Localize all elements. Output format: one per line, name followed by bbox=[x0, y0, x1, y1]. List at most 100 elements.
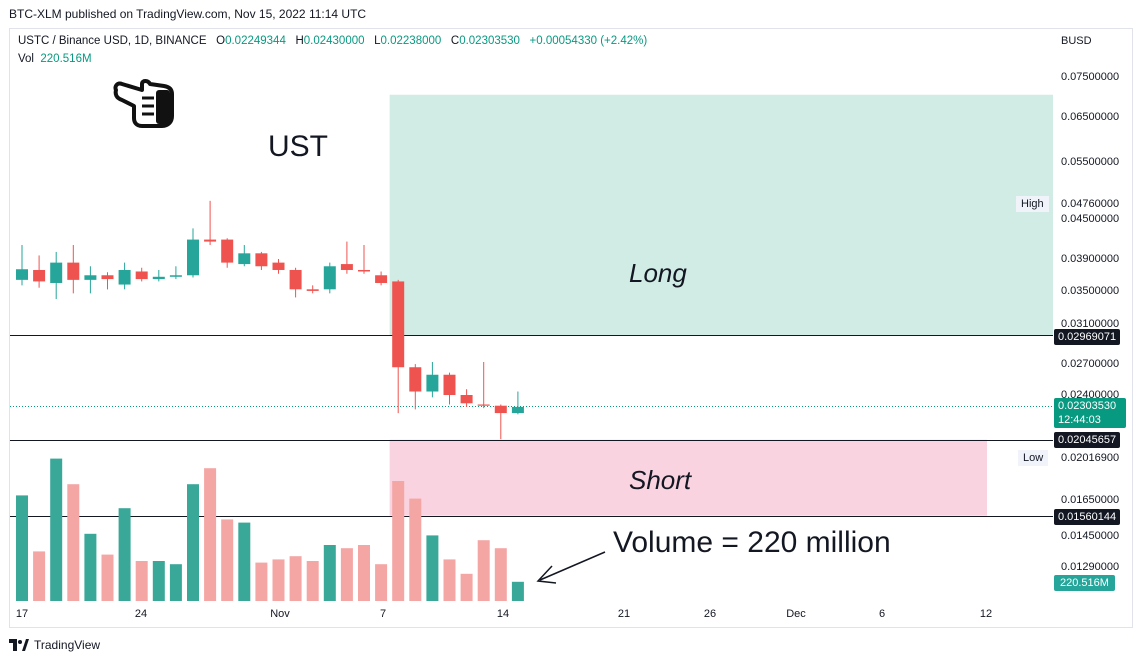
volume-bar bbox=[204, 468, 217, 601]
candle-body bbox=[272, 262, 285, 270]
candle-body bbox=[204, 239, 217, 242]
short-zone bbox=[389, 439, 987, 516]
volume-bar bbox=[152, 561, 165, 601]
candle-body bbox=[221, 239, 234, 263]
volume-bar bbox=[16, 495, 28, 601]
candle-body bbox=[340, 264, 353, 270]
price-tick: 0.03500000 bbox=[1061, 285, 1120, 297]
footer-brand[interactable]: TradingView bbox=[34, 638, 101, 652]
volume-bar bbox=[101, 554, 114, 601]
arrow-shaft bbox=[539, 551, 606, 581]
volume-bar bbox=[289, 556, 302, 601]
candle-body bbox=[84, 275, 97, 280]
high-marker-value: 0.04760000 bbox=[1061, 198, 1120, 210]
time-tick: Dec bbox=[786, 608, 806, 620]
ust-label: UST bbox=[268, 130, 328, 163]
footer: TradingView bbox=[9, 638, 100, 652]
level-price-label: 0.02045657 bbox=[1054, 432, 1121, 448]
change-value: +0.00054330 (+2.42%) bbox=[529, 35, 648, 47]
volume-annotation: Volume = 220 million bbox=[613, 526, 891, 559]
candle-body bbox=[306, 289, 319, 291]
volume-bar bbox=[33, 551, 46, 601]
time-tick: 24 bbox=[134, 608, 148, 620]
volume-bar bbox=[443, 559, 456, 601]
volume-bars bbox=[16, 458, 524, 601]
short-zone-label: Short bbox=[629, 465, 692, 495]
horizontal-levels bbox=[10, 335, 1053, 517]
long-zone bbox=[389, 94, 1053, 336]
symbol-title[interactable]: USTC / Binance USD, 1D, BINANCE bbox=[18, 35, 207, 47]
volume-bar bbox=[494, 548, 507, 601]
volume-bar bbox=[118, 508, 131, 601]
high-value: 0.02430000 bbox=[303, 35, 365, 47]
volume-key: Vol bbox=[18, 53, 34, 65]
candle-body bbox=[409, 367, 422, 392]
volume-legend: Vol 220.516M bbox=[18, 53, 92, 65]
candle-body bbox=[33, 269, 46, 282]
price-tick: 0.06500000 bbox=[1061, 111, 1120, 123]
open-value: 0.02249344 bbox=[225, 35, 286, 47]
price-tick: 0.01650000 bbox=[1061, 494, 1120, 506]
time-tick: 12 bbox=[979, 608, 993, 620]
volume-bar bbox=[375, 564, 388, 601]
time-tick: 6 bbox=[878, 608, 886, 620]
volume-bar bbox=[340, 548, 353, 601]
pointing-hand-icon bbox=[113, 79, 174, 128]
volume-bar bbox=[460, 573, 473, 601]
candle-body bbox=[101, 275, 114, 280]
last-price-tag: 0.02303530 12:44:03 bbox=[1054, 398, 1126, 428]
candle-body bbox=[477, 404, 490, 406]
price-tick: 0.07500000 bbox=[1061, 71, 1120, 83]
candle-body bbox=[238, 253, 251, 265]
volume-bar bbox=[358, 545, 370, 601]
arrow-head bbox=[536, 565, 557, 584]
low-marker-value: 0.02016900 bbox=[1061, 452, 1120, 464]
price-tick: 0.02700000 bbox=[1061, 358, 1120, 370]
candle-body bbox=[16, 269, 28, 280]
volume-bar bbox=[135, 561, 148, 601]
candle-body bbox=[323, 266, 336, 290]
price-tick: 0.01290000 bbox=[1061, 561, 1120, 573]
volume-bar bbox=[50, 458, 63, 601]
candle-body bbox=[255, 253, 268, 267]
volume-bar bbox=[426, 535, 439, 601]
publish-line: BTC-XLM published on TradingView.com, No… bbox=[9, 7, 367, 21]
price-tick: 0.03100000 bbox=[1061, 318, 1120, 330]
candle-body bbox=[375, 275, 388, 283]
open-key: O bbox=[216, 35, 226, 47]
time-tick: Nov bbox=[270, 608, 290, 620]
volume-bar bbox=[255, 562, 268, 601]
time-tick: 7 bbox=[379, 608, 387, 620]
volume-bar bbox=[392, 481, 405, 601]
low-key: L bbox=[374, 35, 381, 47]
candle-body bbox=[494, 405, 507, 414]
currency-label: BUSD bbox=[1061, 35, 1092, 47]
candle-body bbox=[443, 374, 456, 395]
price-tick: 0.05500000 bbox=[1061, 156, 1120, 168]
candles bbox=[16, 200, 524, 440]
time-tick: 17 bbox=[15, 608, 29, 620]
candle-body bbox=[152, 276, 165, 280]
ohlc-legend: USTC / Binance USD, 1D, BINANCE O0.02249… bbox=[18, 35, 647, 47]
high-key: H bbox=[295, 35, 304, 47]
level-price-label: 0.01560144 bbox=[1054, 509, 1121, 525]
price-tick: 0.03900000 bbox=[1061, 253, 1120, 265]
tradingview-logo-icon bbox=[9, 639, 29, 651]
volume-bar bbox=[409, 498, 422, 601]
low-value: 0.02238000 bbox=[380, 35, 442, 47]
volume-bar bbox=[272, 559, 285, 601]
candle-body bbox=[358, 269, 370, 272]
volume-value: 220.516M bbox=[40, 53, 92, 65]
last-price-value: 0.02303530 bbox=[1058, 400, 1117, 412]
candle-body bbox=[135, 271, 148, 280]
high-marker-label: High bbox=[1016, 196, 1049, 212]
volume-arrow bbox=[536, 551, 606, 584]
candle-body bbox=[392, 281, 405, 368]
volume-bar bbox=[84, 533, 97, 601]
volume-bar bbox=[323, 545, 336, 601]
candle-body bbox=[511, 406, 524, 414]
candle-body bbox=[67, 262, 80, 280]
candle-body bbox=[187, 239, 199, 276]
close-value: 0.02303530 bbox=[459, 35, 520, 47]
